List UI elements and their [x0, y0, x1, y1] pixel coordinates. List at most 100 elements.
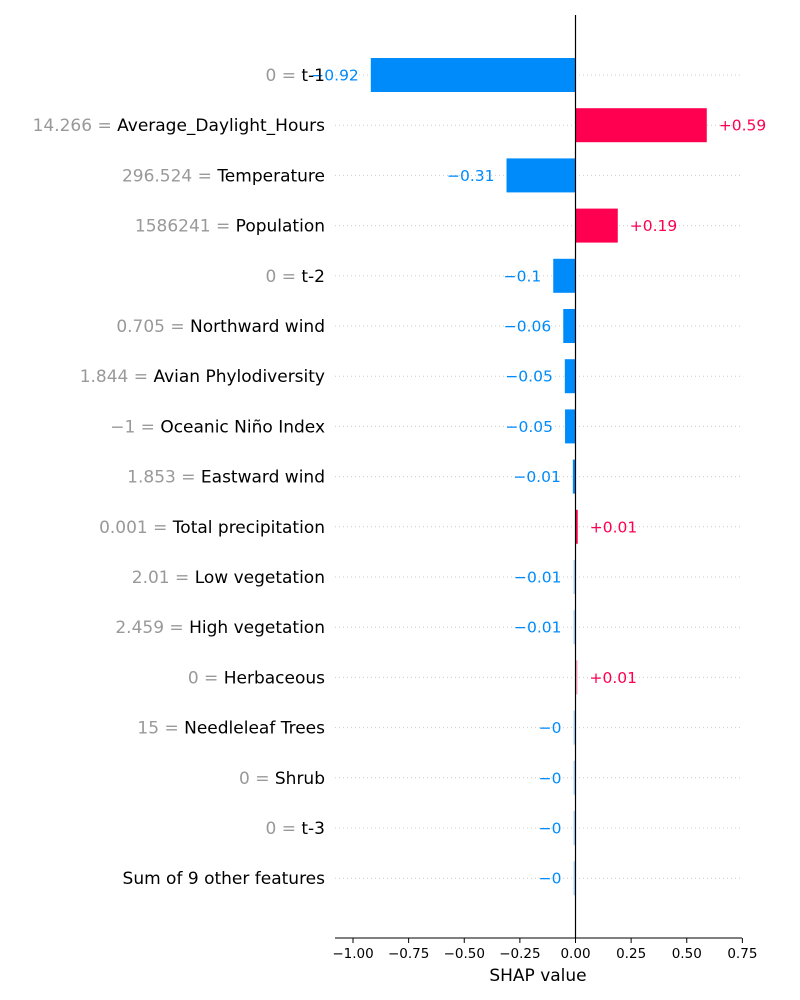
feature-name: Temperature: [216, 166, 325, 186]
bar-10: [575, 509, 578, 544]
feature-name: High vegetation: [189, 618, 325, 638]
feature-name: Avian Phylodiversity: [153, 367, 325, 387]
data-label-4: +0.19: [630, 217, 678, 235]
feature-name: Low vegetation: [195, 568, 325, 588]
feature-name: Shrub: [275, 769, 325, 789]
bar-11: [573, 560, 576, 594]
data-label-6: −0.06: [504, 318, 552, 336]
equals-sign: =: [250, 769, 275, 789]
feature-name: Average_Daylight_Hours: [117, 116, 325, 136]
feature-name: Eastward wind: [201, 468, 325, 488]
feature-label-13: 0 = Herbaceous: [188, 668, 325, 688]
feature-value: 2.01: [132, 568, 170, 588]
feature-label-11: 2.01 = Low vegetation: [132, 568, 325, 588]
feature-name: t-2: [301, 267, 325, 287]
bars: [370, 58, 707, 896]
feature-value: 1.844: [80, 367, 129, 387]
feature-value: −1: [110, 417, 135, 437]
feature-name: Oceanic Niño Index: [160, 417, 325, 437]
data-label-10: +0.01: [590, 518, 638, 536]
equals-sign: =: [148, 518, 173, 538]
feature-name: Needleleaf Trees: [184, 719, 325, 739]
data-label-16: −0: [539, 820, 562, 838]
equals-sign: =: [276, 267, 301, 287]
feature-label-4: 1586241 = Population: [135, 217, 325, 237]
data-label-8: −0.05: [506, 418, 554, 436]
bar-1: [370, 58, 576, 92]
feature-label-10: 0.001 = Total precipitation: [99, 518, 325, 538]
feature-value: 0: [265, 66, 276, 86]
x-tick-label: −0.75: [388, 946, 429, 962]
x-axis-title: SHAP value: [489, 966, 586, 986]
x-tick-label: 0.00: [560, 946, 590, 962]
feature-label-9: 1.853 = Eastward wind: [127, 468, 325, 488]
feature-name: t-3: [301, 819, 325, 839]
feature-value: 296.524: [122, 166, 192, 186]
feature-label-15: 0 = Shrub: [239, 769, 325, 789]
feature-value: 0: [239, 769, 250, 789]
feature-label-6: 0.705 = Northward wind: [116, 317, 325, 337]
bar-3: [506, 158, 576, 193]
equals-sign: =: [164, 618, 189, 638]
bar-12: [573, 610, 576, 645]
bar-7: [564, 359, 576, 394]
equals-sign: =: [199, 668, 224, 688]
x-tick-label: 0.50: [672, 946, 702, 962]
feature-value: 2.459: [115, 618, 164, 638]
data-label-12: −0.01: [514, 619, 562, 637]
equals-sign: =: [135, 417, 160, 437]
feature-value: 14.266: [33, 116, 92, 136]
data-label-2: +0.59: [719, 117, 767, 135]
feature-label-3: 296.524 = Temperature: [122, 166, 325, 186]
bar-2: [575, 108, 707, 143]
data-label-14: −0: [539, 719, 562, 737]
equals-sign: =: [276, 819, 301, 839]
data-label-1: −0.92: [311, 67, 359, 85]
feature-name: Northward wind: [190, 317, 325, 337]
data-label-15: −0: [539, 769, 562, 787]
x-tick-label: −1.00: [332, 946, 373, 962]
feature-name: Total precipitation: [172, 518, 325, 538]
feature-name: Population: [236, 217, 325, 237]
equals-sign: =: [92, 116, 117, 136]
equals-sign: =: [192, 166, 217, 186]
feature-label-12: 2.459 = High vegetation: [115, 618, 325, 638]
feature-name: t-1: [301, 66, 325, 86]
feature-value: 15: [137, 719, 159, 739]
x-tick-label: −0.25: [499, 946, 540, 962]
bar-4: [575, 208, 618, 243]
feature-label-5: 0 = t-2: [265, 267, 325, 287]
feature-label-16: 0 = t-3: [265, 819, 325, 839]
feature-label-7: 1.844 = Avian Phylodiversity: [80, 367, 325, 387]
data-label-9: −0.01: [513, 468, 561, 486]
feature-value: 0: [265, 267, 276, 287]
bar-13: [575, 660, 578, 695]
data-label-17: −0: [539, 870, 562, 888]
bar-5: [553, 258, 576, 293]
feature-label-8: −1 = Oceanic Niño Index: [110, 417, 325, 437]
equals-sign: =: [165, 317, 190, 337]
data-label-7: −0.05: [505, 368, 553, 386]
data-label-5: −0.1: [504, 267, 542, 285]
feature-value: 0.705: [116, 317, 165, 337]
data-labels: −0.92 +0.59 −0.31 +0.19 −0.1 −0.06 −0.05 −0.05 −…: [311, 67, 766, 888]
bar-14: [573, 710, 576, 745]
bar-16: [573, 811, 576, 845]
equals-sign: =: [211, 217, 236, 237]
feature-name: Herbaceous: [224, 668, 325, 688]
equals-sign: =: [170, 568, 195, 588]
bar-8: [565, 409, 576, 444]
data-label-13: +0.01: [590, 669, 638, 687]
feature-value: 1586241: [135, 217, 211, 237]
bar-9: [572, 459, 576, 494]
feature-name: Sum of 9 other features: [123, 869, 326, 889]
feature-value: 0.001: [99, 518, 148, 538]
x-axis: −1.00 −0.75 −0.50 −0.25 0.00 0.25 0.50 0.75: [332, 937, 757, 962]
equals-sign: =: [176, 468, 201, 488]
bar-17: [573, 861, 576, 896]
feature-label-17: Sum of 9 other features: [123, 869, 326, 889]
feature-value: 0: [188, 668, 199, 688]
data-label-3: −0.31: [447, 167, 495, 185]
feature-label-2: 14.266 = Average_Daylight_Hours: [33, 116, 326, 136]
